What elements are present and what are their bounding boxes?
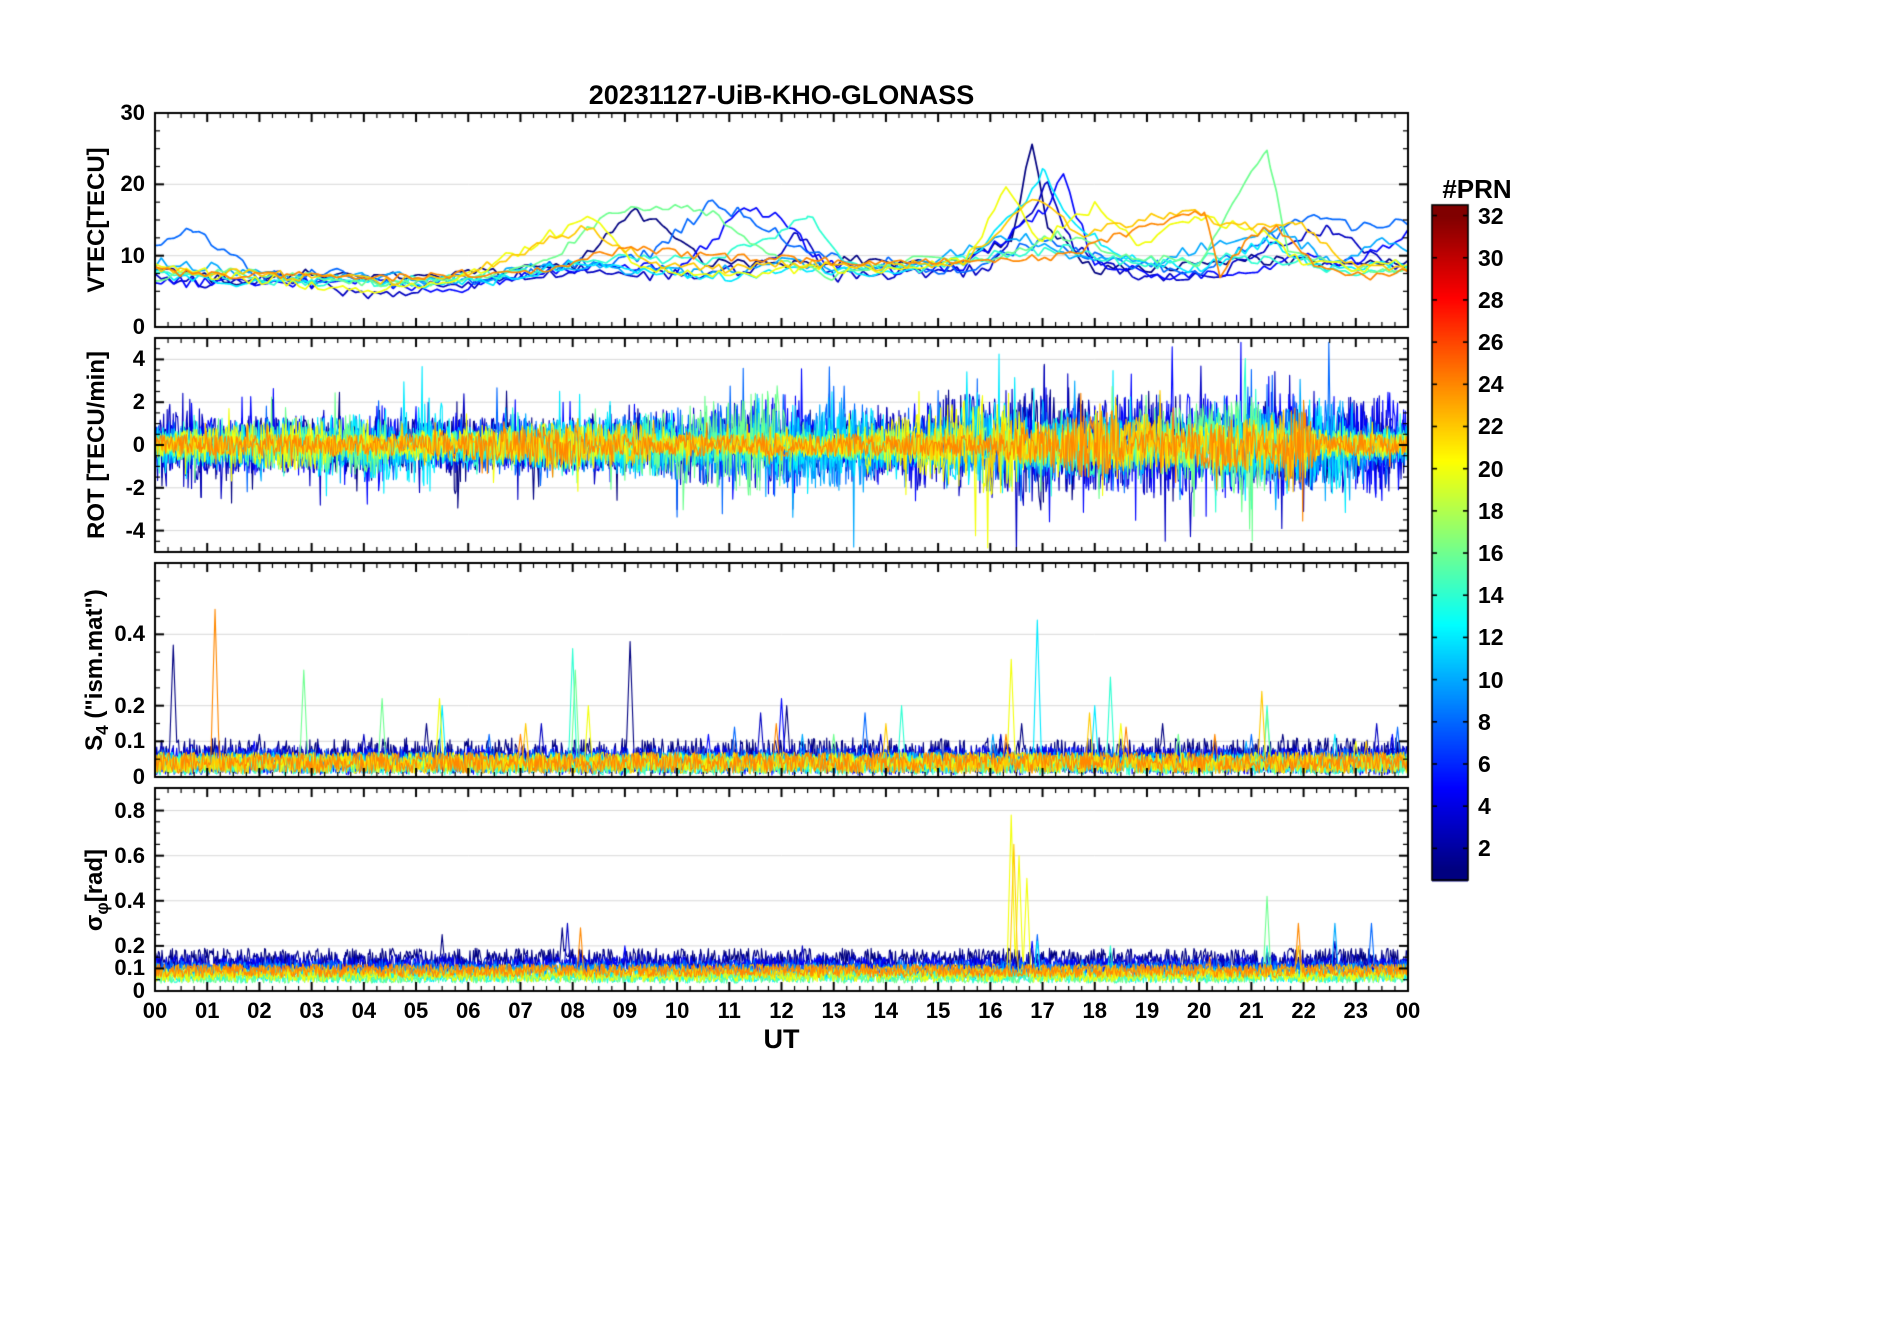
x-tick-label-23: 23 <box>1343 998 1369 1023</box>
x-tick-label-2: 02 <box>247 998 272 1023</box>
x-tick-label-14: 14 <box>873 998 899 1023</box>
y-tick-label-vtec-20: 20 <box>120 171 145 197</box>
y-tick-label-vtec-30: 30 <box>120 100 145 125</box>
y-tick-label-vtec-10: 10 <box>120 242 145 268</box>
y-tick-label-s4-0.4: 0.4 <box>114 621 145 647</box>
y-axis-label-s4: S4 ("ism.mat") <box>81 589 112 751</box>
x-tick-label-13: 13 <box>821 998 846 1023</box>
chart-title: 20231127-UiB-KHO-GLONASS <box>588 80 975 110</box>
colorbar-tick-label-10: 10 <box>1478 666 1504 693</box>
y-tick-label-s4-0.2: 0.2 <box>114 692 145 718</box>
y-tick-label-sigma_phi-0.4: 0.4 <box>114 887 145 913</box>
colorbar-label: #PRN <box>1442 174 1512 204</box>
x-tick-label-20: 20 <box>1186 998 1212 1023</box>
x-tick-label-21: 21 <box>1239 998 1264 1023</box>
x-tick-label-24: 00 <box>1395 998 1421 1023</box>
colorbar-tick-label-26: 26 <box>1478 329 1504 356</box>
y-tick-label-sigma_phi-0.6: 0.6 <box>114 842 145 868</box>
y-axis-label-vtec: VTEC[TECU] <box>83 147 110 293</box>
colorbar-tick-label-28: 28 <box>1478 286 1504 313</box>
x-tick-label-4: 04 <box>351 998 377 1023</box>
x-tick-label-15: 15 <box>925 998 951 1023</box>
colorbar-tick-label-16: 16 <box>1478 540 1504 567</box>
x-tick-label-7: 07 <box>508 998 533 1023</box>
colorbar-tick-label-8: 8 <box>1478 708 1491 735</box>
colorbar-tick-label-30: 30 <box>1478 244 1504 271</box>
x-tick-label-10: 10 <box>664 998 690 1023</box>
x-tick-label-22: 22 <box>1291 998 1316 1023</box>
x-axis-label: UT <box>763 1024 800 1054</box>
y-tick-label-vtec-0: 0 <box>132 314 145 339</box>
x-tick-label-16: 16 <box>978 998 1003 1023</box>
colorbar-tick-label-4: 4 <box>1478 793 1491 820</box>
colorbar-tick-label-22: 22 <box>1478 413 1504 440</box>
x-tick-label-12: 12 <box>769 998 794 1023</box>
colorbar-tick-label-2: 2 <box>1478 835 1491 862</box>
colorbar-tick-label-32: 32 <box>1478 202 1504 229</box>
x-tick-label-18: 18 <box>1082 998 1107 1023</box>
x-tick-label-5: 05 <box>403 998 429 1023</box>
x-tick-label-19: 19 <box>1134 998 1160 1023</box>
y-axis-label-sigma_phi: σφ[rad] <box>81 848 112 931</box>
colorbar-tick-label-14: 14 <box>1478 582 1504 609</box>
x-tick-label-0: 00 <box>142 998 168 1023</box>
y-tick-label-rot--2: -2 <box>125 474 145 500</box>
x-tick-label-8: 08 <box>560 998 585 1023</box>
y-tick-label-s4-0: 0 <box>132 764 145 789</box>
colorbar-tick-label-20: 20 <box>1478 455 1504 482</box>
x-tick-label-9: 09 <box>612 998 638 1023</box>
x-tick-label-6: 06 <box>456 998 481 1023</box>
y-tick-label-rot-0: 0 <box>132 432 145 457</box>
colorbar-tick-label-18: 18 <box>1478 497 1504 524</box>
colorbar-tick-label-6: 6 <box>1478 750 1491 777</box>
y-axis-label-rot: ROT [TECU/min] <box>83 351 110 539</box>
x-tick-label-1: 01 <box>194 998 220 1023</box>
y-tick-label-sigma_phi-0.1: 0.1 <box>114 955 145 981</box>
x-tick-label-11: 11 <box>717 998 741 1023</box>
y-tick-label-sigma_phi-0.8: 0.8 <box>114 797 145 823</box>
y-tick-label-rot-2: 2 <box>132 389 145 415</box>
colorbar-tick-label-24: 24 <box>1478 371 1504 398</box>
colorbar-tick-label-12: 12 <box>1478 624 1504 651</box>
y-tick-label-s4-0.1: 0.1 <box>114 728 145 754</box>
y-tick-label-sigma_phi-0: 0 <box>132 978 145 1003</box>
x-tick-label-3: 03 <box>299 998 324 1023</box>
x-tick-label-17: 17 <box>1030 998 1055 1023</box>
y-tick-label-rot-4: 4 <box>132 346 145 372</box>
y-tick-label-rot--4: -4 <box>125 517 145 543</box>
y-tick-label-sigma_phi-0.2: 0.2 <box>114 932 145 958</box>
